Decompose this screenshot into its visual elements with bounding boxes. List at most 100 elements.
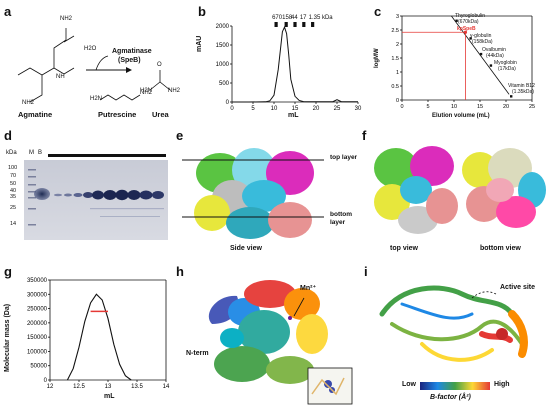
panel-i: i Active site Low High bbox=[362, 254, 550, 409]
y-tick-label: 350000 bbox=[27, 278, 48, 284]
agmatine-guanidine bbox=[53, 28, 67, 68]
y-tick-label: 0 bbox=[396, 98, 399, 104]
top-view-structure bbox=[374, 146, 458, 234]
ladder-100: 100 bbox=[8, 165, 18, 171]
x-tick-label: 20 bbox=[503, 104, 509, 110]
x-tick-label: 0 bbox=[400, 104, 403, 110]
std-myoglobin: Myoglobin bbox=[494, 60, 517, 66]
agmatine-nh: NH bbox=[56, 74, 65, 80]
x-tick-label: 15 bbox=[292, 106, 299, 112]
y-tick-label: 1.5 bbox=[391, 56, 399, 62]
x-tick-label: 14 bbox=[163, 384, 170, 390]
x-tick-label: 20 bbox=[313, 106, 320, 112]
lane-m-label: M bbox=[29, 150, 34, 156]
monomer-structure bbox=[208, 280, 353, 405]
panel-g-letter: g bbox=[4, 264, 12, 279]
panel-e-letter: e bbox=[176, 128, 184, 143]
y-tick-label: 150000 bbox=[27, 335, 48, 341]
marker-tick bbox=[302, 22, 306, 27]
panel-c-xlabel: Elution volume (mL) bbox=[432, 113, 490, 119]
panel-c-letter: c bbox=[374, 4, 382, 19]
std-ovalbumin-size: (44kDa) bbox=[486, 53, 504, 59]
marker-label-158: 158 bbox=[282, 15, 293, 21]
x-tick-label: 10 bbox=[451, 104, 457, 110]
putrescine-nh2: NH2 bbox=[140, 90, 153, 96]
ladder-40: 40 bbox=[10, 188, 17, 194]
y-tick-label: 1 bbox=[396, 70, 399, 76]
bfactor-putty bbox=[379, 285, 528, 390]
panel-e: e top layer bottom layer Side view bbox=[172, 128, 362, 253]
std-vitb12: Vitamin B12 bbox=[508, 83, 535, 89]
panel-d: d kDa M B 100 70 50 40 35 25 14 bbox=[0, 128, 172, 253]
bfactor-label: B-factor (Å²) bbox=[430, 394, 471, 401]
colorbar-low: Low bbox=[402, 381, 416, 388]
panel-h: h Mn²⁺ N-term bbox=[172, 254, 362, 409]
mals-trace bbox=[66, 293, 132, 381]
water-label: H2O bbox=[84, 46, 97, 52]
std-ovalbumin: Ovalbumin bbox=[482, 47, 506, 53]
marker-label-670: 670 bbox=[272, 15, 283, 21]
marker-label-44: 44 bbox=[291, 15, 298, 21]
y-tick-label: 2.5 bbox=[391, 28, 399, 34]
ladder-70: 70 bbox=[10, 173, 17, 179]
std-vitb12-size: (1.35kDa) bbox=[512, 89, 534, 95]
std-myoglobin-size: (17kDa) bbox=[498, 66, 516, 72]
y-tick-label: 0 bbox=[226, 100, 230, 106]
y-tick-label: 0.5 bbox=[391, 84, 399, 90]
panel-i-letter: i bbox=[364, 264, 368, 279]
ladder-50: 50 bbox=[10, 181, 17, 187]
panel-g-chart: 12 12.5 13 13.5 14 0 50000 100000 150000 200000 25… bbox=[27, 278, 170, 390]
x-tick-label: 13 bbox=[105, 384, 112, 390]
nterm-label: N-term bbox=[186, 350, 209, 357]
side-view-caption: Side view bbox=[230, 245, 262, 252]
x-tick-label: 25 bbox=[529, 104, 535, 110]
urea-label: Urea bbox=[152, 110, 169, 119]
putrescine-chain bbox=[99, 94, 141, 101]
gel-kda-label: kDa bbox=[6, 150, 17, 156]
mn-pointer bbox=[293, 297, 305, 317]
gel-background bbox=[24, 160, 168, 240]
y-tick-label: 50000 bbox=[30, 364, 47, 370]
std-globulin: γ-globulin bbox=[470, 33, 492, 39]
x-tick-label: 0 bbox=[230, 106, 234, 112]
panel-f: f top view bottom view bbox=[360, 128, 550, 253]
marker-tick bbox=[274, 22, 278, 27]
panel-b-markers: 670 158 44 17 1.35 kDa bbox=[196, 0, 366, 30]
putrescine-label: Putrescine bbox=[98, 110, 137, 119]
active-site-label: Active site bbox=[500, 284, 536, 291]
urea-h2n: H2N bbox=[140, 88, 153, 94]
x-tick-label: 10 bbox=[271, 106, 278, 112]
mn-label: Mn²⁺ bbox=[300, 285, 317, 292]
panel-b-letter: b bbox=[198, 4, 206, 19]
std-thyroglobulin-size: (670kDa) bbox=[458, 19, 479, 25]
standard-point bbox=[469, 37, 472, 40]
agmatine-nh2-left: NH2 bbox=[22, 100, 35, 106]
top-bottom-view-structures bbox=[374, 146, 546, 234]
marker-tick bbox=[293, 22, 297, 27]
x-tick-label: 12 bbox=[47, 384, 54, 390]
panel-a-letter: a bbox=[4, 4, 12, 19]
fraction-bar bbox=[48, 154, 166, 157]
standard-point bbox=[455, 19, 458, 22]
agmatine-nh2-top: NH2 bbox=[60, 16, 73, 22]
marker-label-17: 17 bbox=[299, 15, 307, 21]
inset-mn bbox=[324, 380, 332, 388]
y-tick-label: 300000 bbox=[27, 292, 48, 298]
gel-image bbox=[24, 160, 168, 240]
fraction-bands bbox=[54, 189, 164, 201]
panel-a: a NH2 NH NH2 Agmatine H2O Agmatinase (Sp… bbox=[0, 0, 180, 125]
y-tick-label: 1500 bbox=[216, 43, 230, 49]
y-tick-label: 0 bbox=[44, 378, 48, 384]
panel-b-chart: 0 5 10 15 20 25 30 0 500 1000 1500 2000 bbox=[216, 22, 362, 112]
top-view-caption: top view bbox=[390, 245, 419, 252]
water-arc bbox=[95, 55, 109, 71]
marker-tick bbox=[311, 22, 315, 27]
agmatine-double-bond bbox=[63, 35, 75, 43]
inset-residues bbox=[311, 377, 345, 396]
panel-b-xlabel: mL bbox=[288, 112, 299, 119]
panel-g-ylabel: Molecular mass (Da) bbox=[4, 303, 11, 372]
sample-label: kpSpeB bbox=[457, 26, 476, 32]
ladder-35: 35 bbox=[10, 194, 17, 200]
standard-point bbox=[479, 52, 483, 56]
